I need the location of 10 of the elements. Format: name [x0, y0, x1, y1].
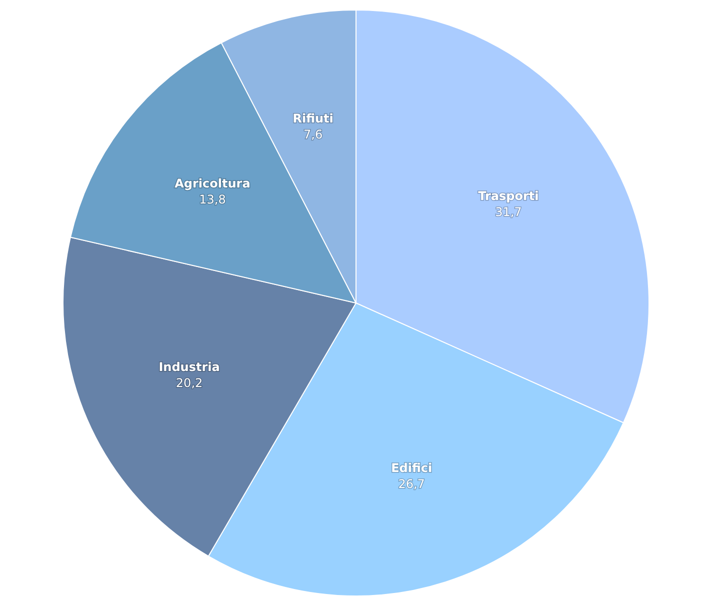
slice-label: Industria [158, 360, 220, 374]
data-label: 20,2 [176, 376, 203, 390]
slice-label: Rifiuti [292, 111, 334, 126]
slice-label: Agricoltura [174, 176, 250, 191]
slice-label: Edifici [391, 460, 432, 475]
data-label: 26,7 [398, 476, 425, 491]
data-label: 13,8 [199, 192, 226, 207]
data-label: 31,7 [495, 205, 522, 220]
slice-label: Trasporti [478, 189, 539, 204]
data-label: 7,6 [303, 127, 323, 142]
